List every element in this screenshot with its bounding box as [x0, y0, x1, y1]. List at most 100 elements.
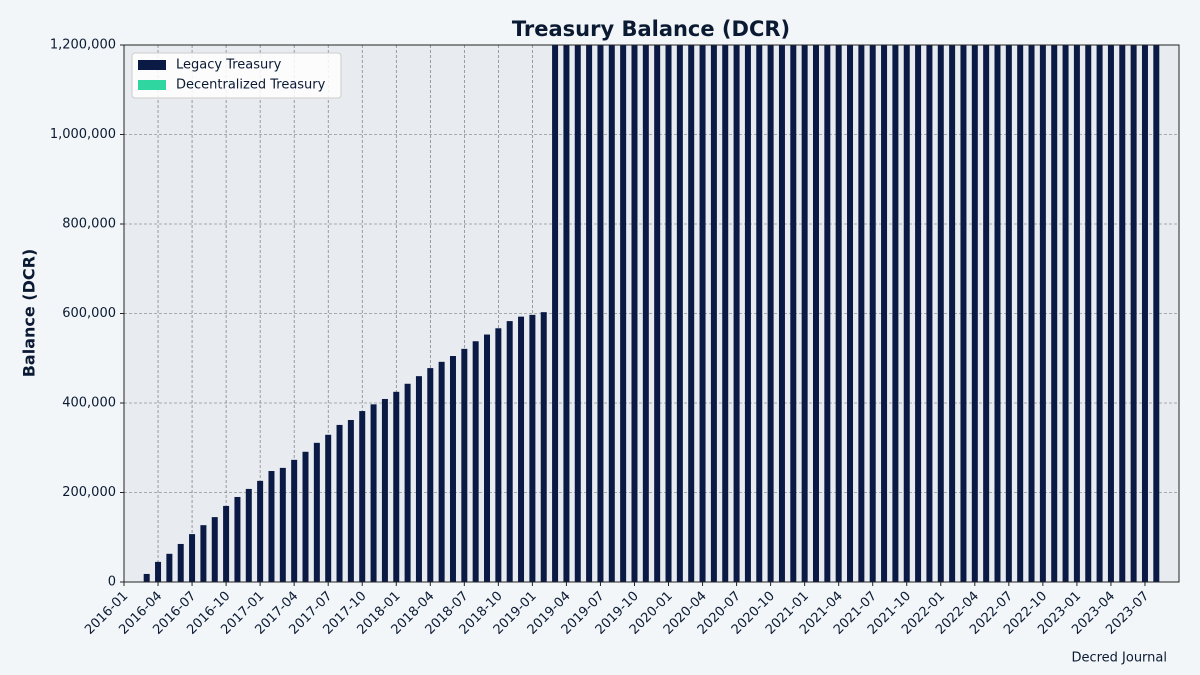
legend-label: Decentralized Treasury	[176, 78, 326, 93]
bar	[1141, 45, 1148, 582]
y-tick-label: 1,200,000	[50, 38, 116, 53]
bar	[1005, 45, 1012, 582]
bar	[336, 424, 343, 582]
bar	[835, 45, 842, 582]
legend-box	[131, 52, 342, 99]
bar	[597, 45, 604, 582]
bar	[903, 45, 910, 582]
bar	[495, 328, 502, 582]
bar	[325, 434, 332, 582]
bar	[506, 321, 513, 582]
bar	[279, 467, 286, 582]
bar	[744, 45, 751, 582]
bar	[767, 45, 774, 582]
bar	[234, 496, 241, 582]
bar	[518, 316, 525, 582]
bar	[778, 45, 785, 582]
legend-swatch	[138, 60, 166, 70]
bar	[484, 334, 491, 582]
bar	[155, 561, 162, 582]
bar	[1028, 45, 1035, 582]
y-tick-label: 400,000	[62, 396, 116, 411]
bar	[949, 45, 956, 582]
annotation: Decred Journal	[1071, 651, 1167, 666]
y-tick-label: 1,000,000	[50, 127, 116, 142]
bar	[858, 45, 865, 582]
bar	[586, 45, 593, 582]
bar	[177, 543, 184, 582]
legend-label: Legacy Treasury	[176, 58, 282, 73]
bar	[449, 356, 456, 582]
bar	[166, 553, 173, 582]
bar	[1119, 45, 1126, 582]
bar	[540, 312, 547, 582]
bar	[915, 45, 922, 582]
y-tick-label: 800,000	[62, 217, 116, 232]
y-tick-label: 200,000	[62, 485, 116, 500]
bar	[1130, 45, 1137, 582]
bar	[722, 45, 729, 582]
bar	[733, 45, 740, 582]
bar	[472, 341, 479, 582]
legend-swatch	[138, 80, 166, 90]
bar	[291, 459, 298, 582]
bar	[1017, 45, 1024, 582]
bar	[381, 398, 388, 582]
bar	[1062, 45, 1069, 582]
bar	[1107, 45, 1114, 582]
y-axis-label: Balance (DCR)	[20, 249, 39, 378]
bar	[552, 45, 559, 582]
bar	[461, 348, 468, 582]
bar	[313, 442, 320, 582]
y-tick-label: 600,000	[62, 306, 116, 321]
bar	[824, 45, 831, 582]
bar	[983, 45, 990, 582]
bar	[710, 45, 717, 582]
bar	[302, 451, 309, 582]
bar	[529, 314, 536, 582]
bar	[438, 361, 445, 582]
bar	[971, 45, 978, 582]
bar	[200, 525, 207, 582]
bar	[359, 411, 366, 582]
bar	[608, 45, 615, 582]
bar	[143, 573, 150, 582]
bar	[1039, 45, 1046, 582]
bar	[654, 45, 661, 582]
bar	[847, 45, 854, 582]
bar	[631, 45, 638, 582]
bar	[688, 45, 695, 582]
bar	[926, 45, 933, 582]
bar	[347, 420, 354, 582]
bar	[869, 45, 876, 582]
bar	[415, 376, 422, 582]
bar	[812, 45, 819, 582]
bar	[937, 45, 944, 582]
bar	[563, 45, 570, 582]
bar	[790, 45, 797, 582]
bar	[245, 488, 252, 582]
bar	[642, 45, 649, 582]
bar	[1085, 45, 1092, 582]
bar	[994, 45, 1001, 582]
bar	[370, 404, 377, 582]
bar	[1153, 45, 1160, 582]
bar	[427, 368, 434, 582]
bar	[960, 45, 967, 582]
bar	[393, 391, 400, 582]
bar	[676, 45, 683, 582]
bar	[223, 505, 230, 582]
bar	[881, 45, 888, 582]
bar	[404, 383, 411, 582]
bar	[665, 45, 672, 582]
bar	[756, 45, 763, 582]
bar	[1051, 45, 1058, 582]
chart-title: Treasury Balance (DCR)	[512, 17, 790, 41]
bar	[257, 480, 264, 582]
bar	[268, 471, 275, 582]
bar	[189, 534, 196, 582]
bar	[574, 45, 581, 582]
bar	[1073, 45, 1080, 582]
bar	[892, 45, 899, 582]
